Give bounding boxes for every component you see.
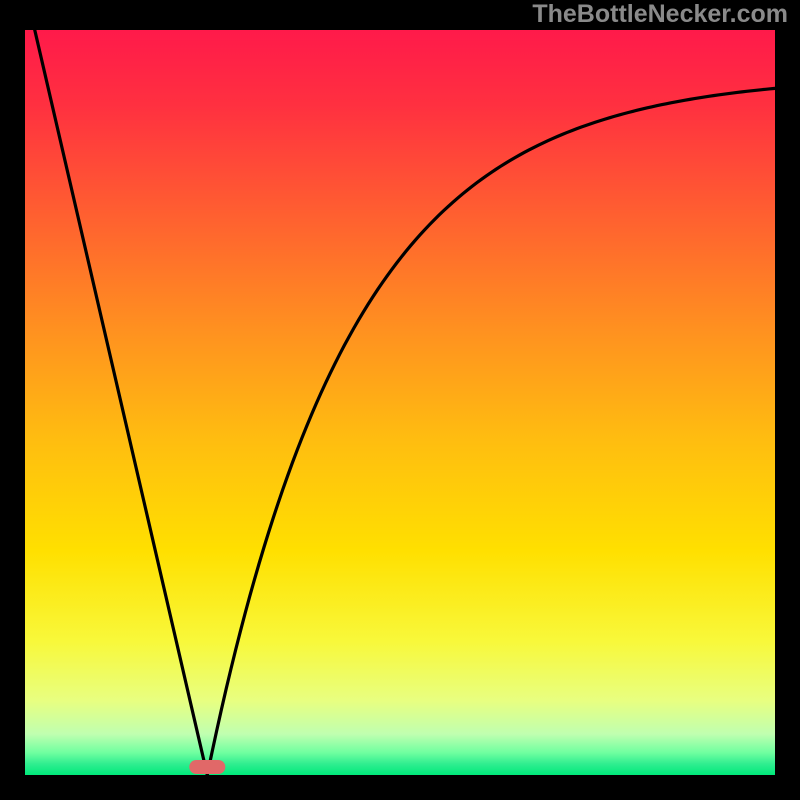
gradient-plot-area bbox=[25, 30, 775, 775]
watermark-text: TheBottleNecker.com bbox=[532, 0, 788, 29]
optimum-marker bbox=[189, 760, 225, 774]
gradient-v-chart bbox=[0, 0, 800, 800]
chart-stage: TheBottleNecker.com bbox=[0, 0, 800, 800]
